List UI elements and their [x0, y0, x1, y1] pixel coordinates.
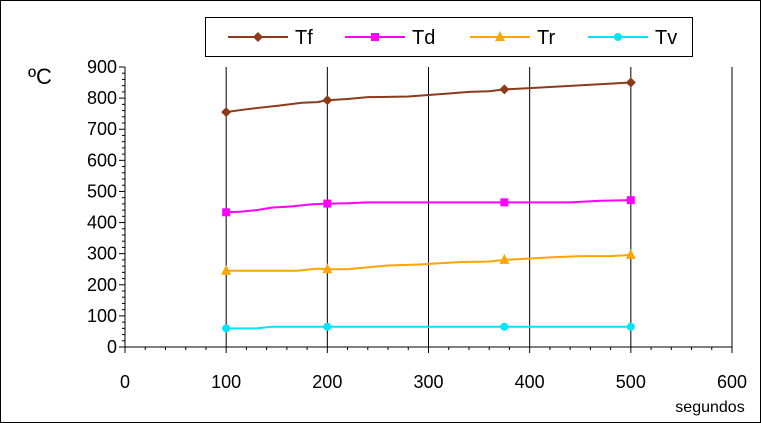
y-tick-label-500: 500: [87, 181, 117, 201]
y-tick-label-800: 800: [87, 88, 117, 108]
y-axis-title: ºC: [28, 64, 52, 89]
x-tick-label-300: 300: [413, 372, 443, 392]
data-point-Td-1: [323, 199, 332, 208]
x-tick-label-0: 0: [120, 372, 130, 392]
data-point-Tf-3: [625, 77, 636, 88]
series-Tv: [222, 322, 635, 333]
series-Td: [222, 196, 635, 217]
y-tick-label-200: 200: [87, 275, 117, 295]
data-point-Tv-0: [222, 324, 231, 333]
data-point-Tf-2: [499, 84, 510, 95]
data-point-Tv-2: [500, 322, 509, 331]
legend-label-Td: Td: [412, 27, 435, 49]
data-point-Tv-3: [626, 322, 635, 331]
legend-marker-Td: [371, 33, 379, 41]
legend-item-Td: Td: [345, 27, 435, 49]
legend-label-Tv: Tv: [655, 27, 677, 49]
series-line-Tv: [226, 325, 631, 330]
y-tick-label-100: 100: [87, 306, 117, 326]
data-point-Tr-1: [322, 263, 333, 274]
data-point-Tr-3: [625, 248, 636, 259]
series-Tf: [221, 77, 636, 118]
legend-item-Tr: Tr: [470, 27, 555, 49]
data-point-Tf-1: [322, 95, 333, 106]
data-point-Tr-0: [221, 264, 232, 275]
x-tick-label-400: 400: [515, 372, 545, 392]
legend-item-Tf: Tf: [228, 27, 313, 49]
y-tick-label-0: 0: [107, 337, 117, 357]
data-point-Tr-2: [499, 253, 510, 264]
legend-label-Tf: Tf: [295, 27, 313, 49]
x-tick-label-600: 600: [717, 372, 747, 392]
series-line-Tr: [226, 253, 631, 272]
data-point-Td-2: [500, 198, 509, 207]
y-tick-label-300: 300: [87, 244, 117, 264]
legend-marker-Tf: [253, 32, 263, 42]
series-Tr: [221, 248, 636, 275]
y-tick-label-600: 600: [87, 150, 117, 170]
x-tick-label-500: 500: [616, 372, 646, 392]
legend-label-Tr: Tr: [537, 27, 555, 49]
data-point-Td-0: [222, 208, 231, 217]
x-tick-label-100: 100: [211, 372, 241, 392]
legend-marker-Tv: [614, 33, 622, 41]
series-line-Tf: [226, 81, 631, 114]
legend-marker-Tr: [495, 31, 505, 41]
x-tick-label-200: 200: [312, 372, 342, 392]
y-tick-label-900: 900: [87, 57, 117, 77]
legend-item-Tv: Tv: [588, 27, 677, 49]
y-tick-label-700: 700: [87, 119, 117, 139]
x-axis-title: segundos: [675, 399, 744, 416]
data-point-Tv-1: [323, 322, 332, 331]
data-point-Tf-0: [221, 107, 232, 118]
data-point-Td-3: [626, 196, 635, 205]
y-tick-label-400: 400: [87, 213, 117, 233]
